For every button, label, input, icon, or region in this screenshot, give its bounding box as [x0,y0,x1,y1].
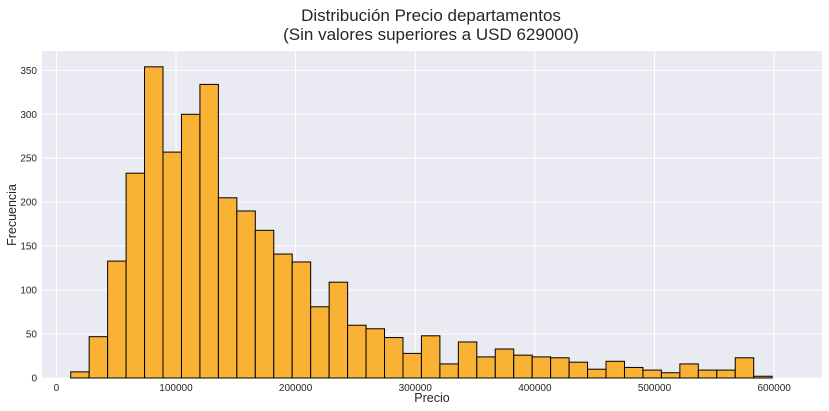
histogram-bar [716,369,736,379]
histogram-bar [550,357,570,379]
histogram-bar [347,324,367,379]
histogram-bar [734,357,755,379]
x-tick-label: 600000 [757,383,791,394]
histogram-bar [568,361,589,379]
histogram-bar [125,172,146,379]
histogram-bar [605,360,625,379]
x-axis-label: Precio [414,391,449,405]
histogram-bar [107,260,127,379]
histogram-bar [420,335,441,379]
histogram-bar [587,368,607,379]
histogram-bar [697,369,718,379]
histogram-bar [273,253,293,379]
histogram-bar [70,371,90,379]
y-tick-label: 0 [31,374,37,385]
histogram-bar [753,375,773,379]
x-tick-label: 300000 [399,383,433,394]
histogram-bar [439,363,459,379]
histogram-bar [199,83,219,379]
histogram-bar [476,356,496,379]
y-axis-ticks: 0 50 100 150 200 250 300 350 [20,66,37,385]
y-tick-label: 350 [20,66,37,77]
histogram-bar [642,369,662,379]
histogram-bar [457,341,478,379]
histogram-bar [365,328,386,379]
chart-title-line-2: (Sin valores superiores a USD 629000) [283,25,579,44]
chart-title-line-1: Distribución Precio departamentos [301,6,561,25]
histogram-bar [254,229,275,379]
y-tick-label: 250 [20,154,37,165]
x-tick-label: 400000 [518,383,552,394]
y-tick-label: 200 [20,198,37,209]
histogram-bar [310,306,330,379]
histogram-bar [660,372,681,379]
histogram-bar [144,66,164,379]
histogram-bar [513,354,533,379]
histogram-bar [623,366,644,379]
histogram-bar [236,210,256,379]
histogram-bar [679,363,699,379]
y-axis-label: Frecuencia [5,184,19,246]
x-tick-label: 200000 [279,383,313,394]
y-tick-label: 50 [26,330,38,341]
histogram-bar [217,197,238,379]
histogram-bar [402,352,422,379]
histogram-bar [384,337,404,379]
x-tick-label: 0 [54,383,60,394]
x-tick-label: 100000 [159,383,193,394]
histogram-bar [291,261,312,379]
histogram-bar [328,281,349,379]
histogram-bar [88,336,109,379]
y-tick-label: 150 [20,242,37,253]
histogram-bar [162,151,182,379]
x-tick-label: 500000 [638,383,672,394]
histogram-bars [70,66,773,379]
y-tick-label: 300 [20,110,37,121]
histogram-bar [180,113,201,379]
x-axis-ticks: 0 100000 200000 300000 400000 500000 600000 [54,383,792,394]
histogram-bar [531,356,552,379]
histogram-bar [494,348,515,379]
y-tick-label: 100 [20,286,37,297]
